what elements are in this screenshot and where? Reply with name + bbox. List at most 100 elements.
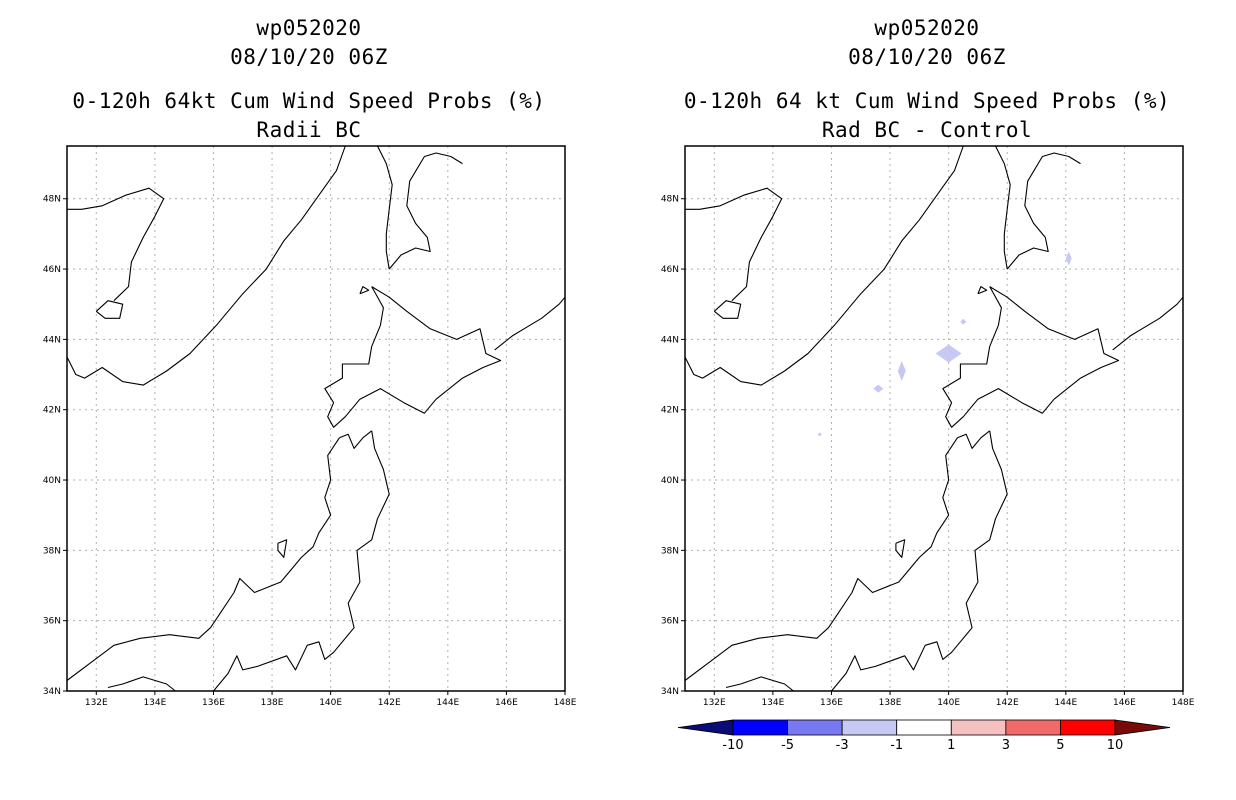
- colorbar-box: [1060, 719, 1116, 736]
- coast-sakhalin-east: [388, 152, 463, 270]
- map-rad-bc-control: 132E 134E 136E 138E 140E 142E 144E 146E 148E 34N 3…: [661, 145, 1195, 753]
- lat-tick-label: 44N: [43, 335, 61, 345]
- difference-patch-3: [873, 384, 884, 393]
- lat-tick-label: 44N: [661, 335, 679, 345]
- colorbar-label: -3: [836, 738, 849, 753]
- lat-tick-label: 34N: [43, 687, 61, 697]
- colorbar-label: 3: [1002, 738, 1010, 753]
- coast-amur-bend: [67, 187, 165, 302]
- coast-honshu-west: [66, 437, 340, 681]
- lon-tick-label: 134E: [761, 698, 784, 708]
- coast-tsugaru: [957, 430, 991, 449]
- colorbar-box: [1005, 719, 1061, 736]
- lat-tick-label: 48N: [661, 195, 679, 205]
- colorbar-label: 10: [1107, 738, 1124, 753]
- map-frame: [684, 145, 1184, 692]
- product-title: 0-120h 64 kt Cum Wind Speed Probs (%): [683, 89, 1171, 113]
- lat-tick-label: 46N: [43, 265, 61, 275]
- coast-honshu-west: [684, 437, 958, 681]
- datetime-title: 08/10/20 06Z: [230, 45, 388, 69]
- lon-tick-label: 148E: [1172, 698, 1195, 708]
- colorbar-box: [732, 719, 788, 736]
- lat-tick-label: 46N: [661, 265, 679, 275]
- lat-tick-label: 42N: [43, 406, 61, 416]
- coast-rebun: [977, 286, 988, 295]
- map-radii-bc: 132E 134E 136E 138E 140E 142E 144E 146E 148E 34N 3…: [43, 145, 577, 708]
- coast-shikoku: [725, 676, 794, 692]
- lat-tick-label: 34N: [661, 687, 679, 697]
- colorbar-box: [950, 719, 1007, 736]
- datetime-title: 08/10/20 06Z: [848, 45, 1006, 69]
- difference-patch-2: [897, 361, 906, 382]
- lat-tick-label: 48N: [43, 195, 61, 205]
- lon-tick-label: 146E: [1113, 698, 1136, 708]
- panel-radii-bc: wp052020 08/10/20 06Z 0-120h 64kt Cum Wi…: [43, 16, 577, 708]
- lon-tick-label: 140E: [319, 698, 342, 708]
- lat-tick-label: 40N: [661, 476, 679, 486]
- variant-title: Rad BC - Control: [821, 118, 1033, 142]
- coast-sakhalin-west: [995, 145, 1011, 270]
- lon-tick-label: 142E: [378, 698, 401, 708]
- coast-hokkaido: [942, 286, 1120, 428]
- lon-tick-label: 136E: [820, 698, 843, 708]
- lat-tick-label: 38N: [43, 546, 61, 556]
- colorbar-box: [787, 719, 843, 736]
- colorbar-label: -5: [781, 738, 794, 753]
- difference-patch-6: [817, 432, 822, 437]
- coast-rebun: [359, 286, 370, 295]
- colorbar-label: 5: [1056, 738, 1064, 753]
- lon-tick-label: 132E: [703, 698, 726, 708]
- lon-tick-label: 138E: [261, 698, 284, 708]
- coast-kunashir: [494, 296, 566, 351]
- coast-kunashir: [1112, 296, 1184, 351]
- coast-sakhalin-west: [377, 145, 393, 270]
- colorbar-label: 1: [947, 738, 955, 753]
- coast-lake-khanka: [95, 300, 124, 319]
- lat-tick-label: 36N: [43, 617, 61, 627]
- colorbar-max-arrow: [1114, 719, 1171, 736]
- difference-patch-5: [1065, 251, 1072, 266]
- colorbar: -10 -5 -3 -1 1 3 5 10: [677, 719, 1171, 753]
- panel-rad-bc-control: wp052020 08/10/20 06Z 0-120h 64 kt Cum W…: [618, 0, 1236, 800]
- colorbar-box: [896, 719, 952, 736]
- coast-sado: [277, 539, 288, 558]
- coast-honshu-east: [831, 430, 1008, 692]
- coast-amur-bend: [685, 187, 783, 302]
- coast-sakhalin-east: [1006, 152, 1081, 270]
- lon-tick-label: 134E: [143, 698, 166, 708]
- lat-tick-label: 40N: [43, 476, 61, 486]
- coast-hokkaido: [324, 286, 502, 428]
- map-plot-area: 132E 134E 136E 138E 140E 142E 144E 146E 148E 34N 3…: [43, 145, 577, 708]
- coast-asia-mainland: [684, 145, 964, 386]
- coast-asia-mainland: [66, 145, 346, 386]
- difference-patch-4: [960, 318, 967, 325]
- lon-tick-label: 144E: [436, 698, 459, 708]
- colorbar-label: -1: [890, 738, 903, 753]
- map-frame: [66, 145, 566, 692]
- lon-tick-label: 138E: [879, 698, 902, 708]
- colorbar-min-arrow: [677, 719, 734, 736]
- difference-patch-1: [935, 344, 962, 363]
- storm-id-title: wp052020: [256, 16, 362, 40]
- lon-tick-label: 144E: [1054, 698, 1077, 708]
- lon-tick-label: 132E: [85, 698, 108, 708]
- coast-shikoku: [107, 676, 176, 692]
- variant-title: Radii BC: [256, 118, 362, 142]
- lat-tick-label: 42N: [661, 406, 679, 416]
- lat-tick-label: 36N: [661, 617, 679, 627]
- product-title: 0-120h 64kt Cum Wind Speed Probs (%): [72, 89, 546, 113]
- lat-tick-label: 38N: [661, 546, 679, 556]
- lon-tick-label: 146E: [495, 698, 518, 708]
- colorbar-label: -10: [722, 738, 743, 753]
- lon-tick-label: 148E: [554, 698, 577, 708]
- colorbar-box: [841, 719, 898, 736]
- lon-tick-label: 140E: [937, 698, 960, 708]
- storm-id-title: wp052020: [874, 16, 980, 40]
- coast-lake-khanka: [713, 300, 742, 319]
- map-plot-area: 132E 134E 136E 138E 140E 142E 144E 146E 148E 34N 3…: [661, 145, 1195, 708]
- coast-honshu-east: [213, 430, 390, 692]
- lon-tick-label: 136E: [202, 698, 225, 708]
- lon-tick-label: 142E: [996, 698, 1019, 708]
- coast-sado: [895, 539, 906, 558]
- coast-tsugaru: [339, 430, 373, 449]
